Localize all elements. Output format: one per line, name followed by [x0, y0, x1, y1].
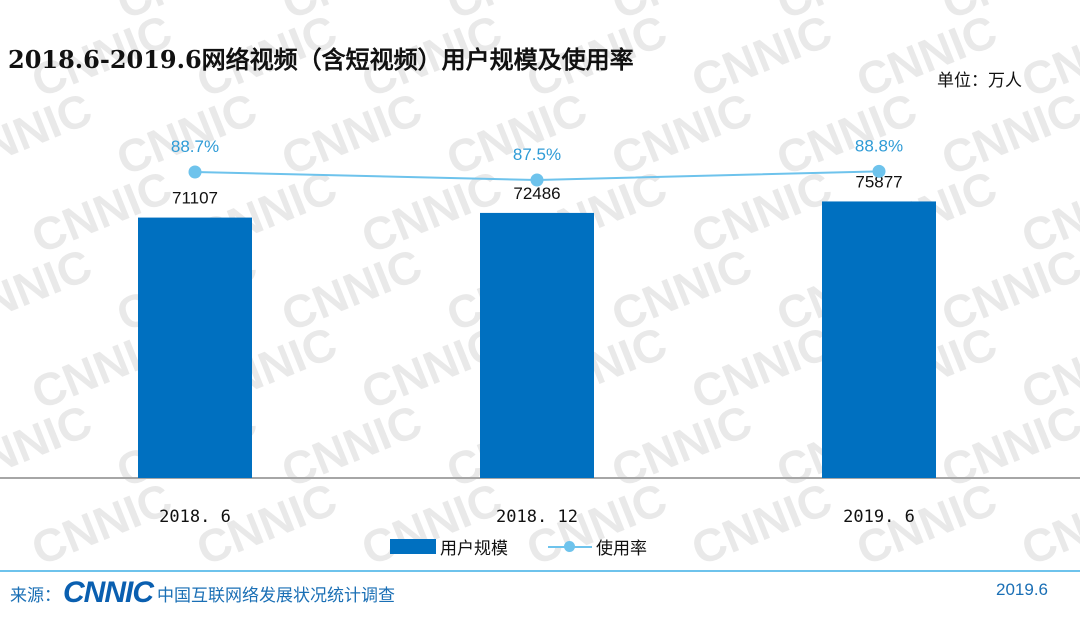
bar-1 [480, 212, 594, 478]
x-tick-label-2: 2019. 6 [843, 507, 915, 527]
usage-rate-label-2: 88.8% [855, 136, 903, 155]
legend: 用户规模 使用率 [390, 534, 647, 559]
footer-source: 来源： CNNIC 中国互联网络发展状况统计调查 [10, 576, 395, 610]
footer-divider [0, 570, 1080, 572]
legend-line-label: 使用率 [596, 539, 647, 559]
source-prefix: 来源： [10, 585, 61, 606]
cnnic-logo: CNNIC [63, 576, 154, 609]
legend-bar-label: 用户规模 [440, 539, 508, 559]
x-tick-label-1: 2018. 12 [496, 507, 578, 527]
x-tick-label-0: 2018. 6 [159, 507, 231, 527]
legend-item-line: 使用率 [548, 534, 647, 559]
usage-rate-label-1: 87.5% [513, 145, 561, 164]
footer-date: 2019.6 [996, 580, 1048, 599]
unit-label: 单位：万人 [937, 71, 1022, 91]
legend-item-bar: 用户规模 [390, 534, 508, 559]
source-org: 中国互联网络发展状况统计调查 [157, 585, 395, 606]
usage-rate-point-2 [872, 164, 886, 178]
bar-value-label-0: 71107 [172, 189, 218, 208]
legend-line-swatch [548, 539, 592, 554]
bar-2 [822, 201, 936, 479]
bar-value-label-2: 75877 [855, 172, 902, 191]
bar-0 [138, 217, 252, 478]
usage-rate-label-0: 88.7% [171, 137, 219, 156]
usage-rate-point-1 [530, 173, 544, 187]
usage-rate-point-0 [188, 165, 202, 179]
legend-bar-swatch [390, 539, 436, 554]
bar-value-label-1: 72486 [513, 184, 560, 203]
chart-title: 2018.6-2019.6网络视频（含短视频）用户规模及使用率 [8, 45, 634, 74]
